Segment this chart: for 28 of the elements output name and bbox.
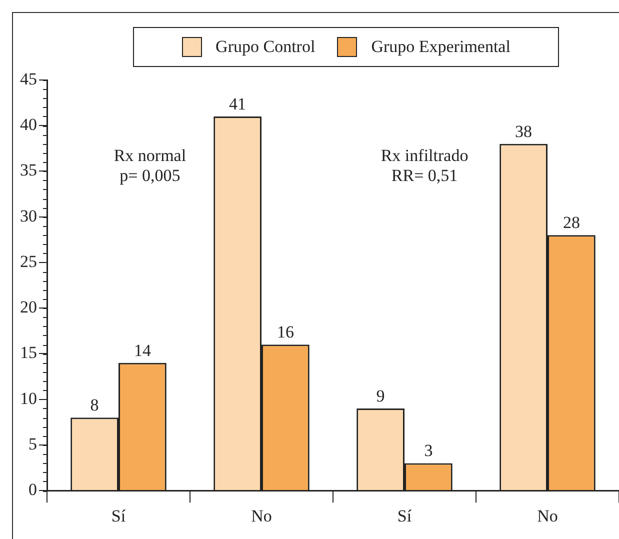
y-tick-label: 35 <box>20 160 37 180</box>
annotation: Rx normal <box>114 146 186 166</box>
data-label: 41 <box>229 94 246 114</box>
data-label: 8 <box>90 396 99 415</box>
data-label: 3 <box>424 441 433 460</box>
y-tick-label: 15 <box>20 343 37 362</box>
annotation: Rx infiltrado <box>380 146 468 166</box>
y-tick-label: 45 <box>20 69 37 88</box>
data-label: 38 <box>515 122 532 141</box>
annotation: RR= 0,51 <box>391 166 458 186</box>
y-tick-label: 20 <box>20 298 37 317</box>
data-label: 9 <box>376 386 385 406</box>
annotation: p= 0,005 <box>120 166 180 186</box>
y-tick-label: 40 <box>20 115 37 134</box>
data-label: 28 <box>562 213 580 232</box>
y-tick-label: 5 <box>28 434 37 454</box>
x-tick-label: Sí <box>111 506 126 526</box>
data-label: 16 <box>276 322 294 342</box>
y-tick-label: 30 <box>20 206 37 226</box>
y-tick-label: 25 <box>20 252 37 271</box>
x-tick-label: No <box>537 506 558 526</box>
legend-label: Grupo Control <box>216 37 316 57</box>
x-tick-label: Sí <box>397 506 412 526</box>
legend-label: Grupo Experimental <box>371 37 510 57</box>
y-tick-label: 10 <box>20 388 37 408</box>
data-label: 14 <box>134 340 152 360</box>
x-tick-label: No <box>251 506 272 526</box>
y-tick-label: 0 <box>28 480 37 500</box>
